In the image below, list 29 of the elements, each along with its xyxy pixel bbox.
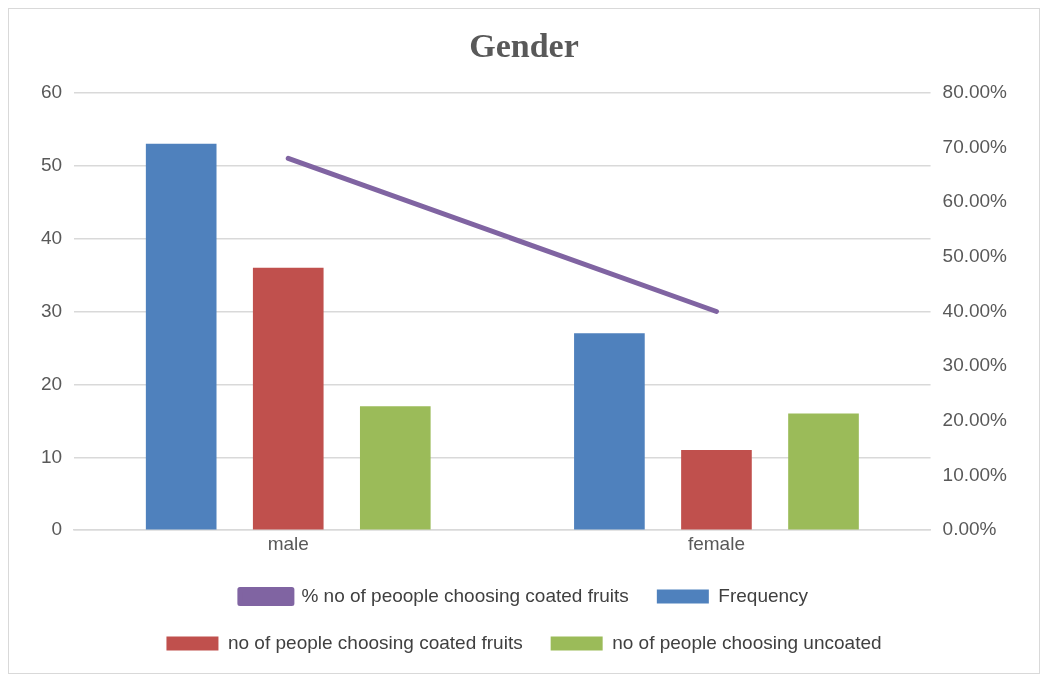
y-tick-label: 20 xyxy=(40,372,63,394)
legend-label: Frequency xyxy=(718,584,809,606)
y2-tick-label: 50.00% xyxy=(942,245,1008,267)
bar xyxy=(359,406,431,530)
bar xyxy=(145,143,217,530)
y-tick-label: 60 xyxy=(40,81,63,103)
bar xyxy=(252,267,324,530)
y2-tick-label: 40.00% xyxy=(942,299,1008,321)
y2-tick-label: 60.00% xyxy=(942,190,1008,212)
y2-tick-label: 30.00% xyxy=(942,354,1008,376)
y-tick-label: 0 xyxy=(51,518,63,540)
y2-tick-label: 10.00% xyxy=(942,463,1008,485)
bar xyxy=(681,450,752,530)
legend-label: no of people choosing coated fruits xyxy=(227,631,523,653)
x-tick-label: female xyxy=(687,532,745,554)
legend-label: no of people choosing uncoated xyxy=(612,631,882,653)
bar xyxy=(574,333,645,530)
chart-title: Gender xyxy=(469,27,579,65)
y-tick-label: 40 xyxy=(40,226,63,248)
x-tick-label: male xyxy=(267,532,309,554)
legend-label: % no of peoople choosing coated fruits xyxy=(301,584,629,606)
y-tick-label: 30 xyxy=(40,299,63,321)
y2-tick-label: 20.00% xyxy=(942,409,1008,431)
y2-tick-label: 80.00% xyxy=(942,81,1008,103)
bar xyxy=(788,413,859,530)
y-tick-label: 10 xyxy=(40,445,63,467)
y2-tick-label: 70.00% xyxy=(942,135,1008,157)
y-tick-label: 50 xyxy=(40,153,63,175)
y2-tick-label: 0.00% xyxy=(942,518,997,540)
